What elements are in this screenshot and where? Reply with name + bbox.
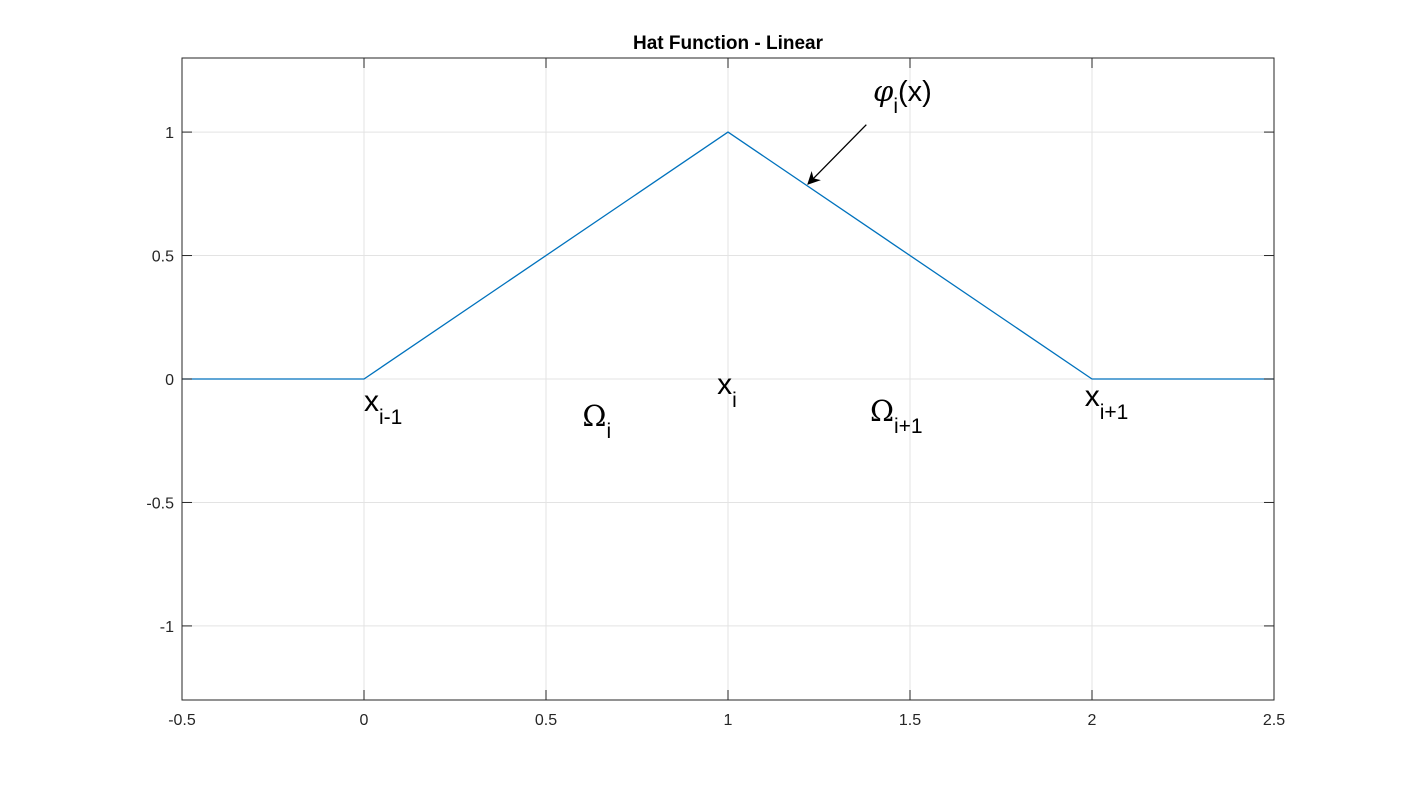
hat-function-line — [182, 131, 1274, 380]
x-tick-label: 0 — [360, 712, 369, 729]
x-tick-label: -0.5 — [168, 712, 196, 729]
phi-label: φi(x) — [873, 74, 932, 118]
x-tick-label: 2.5 — [1263, 712, 1285, 729]
x-tick-label: 1 — [724, 712, 733, 729]
node-label: xi — [717, 368, 737, 412]
series-layer — [182, 131, 1274, 380]
chart-title: Hat Function - Linear — [633, 33, 824, 54]
annotation-arrow — [807, 124, 867, 185]
x-tick-label: 2 — [1088, 712, 1097, 729]
y-tick-label: 0 — [165, 372, 174, 389]
element-label: Ωi+1 — [870, 394, 923, 438]
y-tick-label: -1 — [160, 619, 174, 636]
x-tick-label: 1.5 — [899, 712, 921, 729]
y-tick-label: -0.5 — [146, 495, 174, 512]
y-tick-label: 1 — [165, 125, 174, 142]
x-tick-label: 0.5 — [535, 712, 557, 729]
node-label: xi+1 — [1085, 380, 1129, 424]
node-label: xi-1 — [364, 385, 402, 429]
annotations: xi-1 xi xi+1 Ωi Ωi+1 φi(x) — [364, 74, 1128, 443]
y-tick-label: 0.5 — [152, 249, 174, 266]
element-label: Ωi — [582, 399, 611, 443]
ticks: -0.5 0 0.5 1 1.5 2 2.5 -1 -0.5 0 0.5 1 — [146, 58, 1285, 729]
